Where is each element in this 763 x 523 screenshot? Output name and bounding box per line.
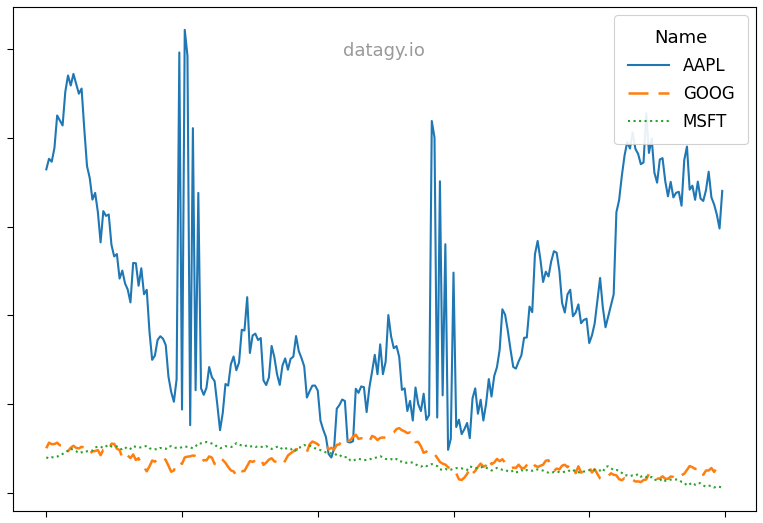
AAPL — [514, 358, 523, 365]
Line: GOOG: GOOG — [47, 428, 723, 482]
MSFT — [42, 454, 51, 461]
Legend: AAPL, GOOG, MSFT: AAPL, GOOG, MSFT — [614, 15, 748, 144]
MSFT — [436, 466, 445, 472]
GOOG — [636, 479, 645, 485]
MSFT — [316, 447, 325, 453]
MSFT — [694, 480, 703, 486]
AAPL — [153, 337, 163, 343]
GOOG — [153, 456, 163, 462]
AAPL — [696, 196, 705, 202]
AAPL — [438, 392, 447, 399]
Line: MSFT: MSFT — [47, 442, 723, 487]
GOOG — [436, 459, 445, 465]
GOOG — [321, 441, 330, 448]
AAPL — [42, 166, 51, 173]
Text: datagy.io: datagy.io — [343, 42, 425, 60]
GOOG — [718, 467, 727, 473]
MSFT — [718, 484, 727, 491]
GOOG — [394, 425, 404, 431]
AAPL — [327, 454, 336, 461]
AAPL — [718, 188, 727, 194]
MSFT — [324, 450, 333, 456]
AAPL — [180, 27, 189, 33]
MSFT — [202, 439, 211, 445]
MSFT — [511, 469, 520, 475]
GOOG — [696, 465, 705, 472]
MSFT — [153, 447, 163, 453]
GOOG — [511, 465, 520, 471]
GOOG — [42, 445, 51, 451]
GOOG — [313, 441, 322, 447]
AAPL — [316, 417, 325, 424]
Line: AAPL: AAPL — [47, 30, 723, 458]
AAPL — [324, 451, 333, 457]
